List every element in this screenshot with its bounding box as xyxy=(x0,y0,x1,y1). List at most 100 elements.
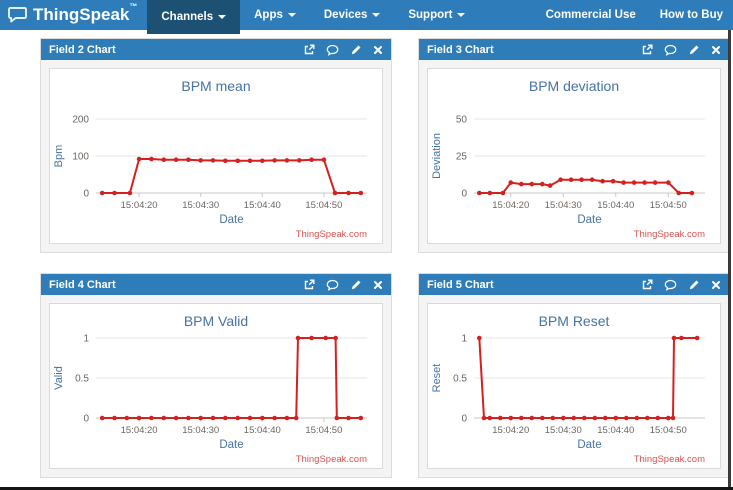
panel-field-4-chart: Field 4 Chart 0 0.5 1 15:04:20 15:04:30 15:04… xyxy=(40,273,392,478)
nav-item-label: Apps xyxy=(254,9,283,21)
field-3-chart-plot[interactable]: 0 25 50 15:04:20 15:04:30 15:04:40 15:04:50 BPM… xyxy=(428,69,720,243)
close-icon[interactable] xyxy=(373,280,383,290)
svg-text:0: 0 xyxy=(83,414,89,425)
panel-title: Field 5 Chart xyxy=(427,278,494,291)
edit-pencil-icon[interactable] xyxy=(350,44,362,56)
nav-item-apps[interactable]: Apps xyxy=(240,0,310,30)
chevron-down-icon xyxy=(372,13,381,21)
svg-text:15:04:40: 15:04:40 xyxy=(244,200,281,211)
panel-toolbar xyxy=(641,279,721,291)
speech-bubble-logo-icon xyxy=(7,6,28,24)
chart-container: 0 0.5 1 15:04:20 15:04:30 15:04:40 15:04:50 BPM… xyxy=(427,303,721,469)
comment-icon[interactable] xyxy=(664,279,677,291)
svg-text:BPM Reset: BPM Reset xyxy=(539,313,610,329)
panel-toolbar xyxy=(303,44,383,56)
edit-pencil-icon[interactable] xyxy=(688,279,700,291)
field-5-chart-plot[interactable]: 0 0.5 1 15:04:20 15:04:30 15:04:40 15:04:50 BPM… xyxy=(428,304,720,468)
chevron-down-icon xyxy=(287,13,296,21)
svg-text:15:04:40: 15:04:40 xyxy=(597,200,634,211)
svg-text:Deviation: Deviation xyxy=(431,133,443,179)
svg-text:1: 1 xyxy=(461,334,467,345)
top-navbar: ThingSpeak™ Channels Apps Devices Suppor… xyxy=(0,0,733,34)
popout-icon[interactable] xyxy=(641,279,653,291)
popout-icon[interactable] xyxy=(641,44,653,56)
svg-text:Date: Date xyxy=(577,214,601,226)
svg-text:Valid: Valid xyxy=(53,366,65,390)
svg-text:Reset: Reset xyxy=(431,364,443,393)
panel-field-3-chart: Field 3 Chart 0 25 50 15:04:20 15:04:30 15:04… xyxy=(418,38,730,253)
svg-text:ThingSpeak.com: ThingSpeak.com xyxy=(296,454,367,465)
nav-item-commercial-use[interactable]: Commercial Use xyxy=(546,9,636,21)
nav-item-channels[interactable]: Channels xyxy=(147,0,241,34)
chart-container: 0 0.5 1 15:04:20 15:04:30 15:04:40 15:04:50 BPM… xyxy=(49,303,383,469)
edit-pencil-icon[interactable] xyxy=(350,279,362,291)
chevron-down-icon xyxy=(218,15,227,23)
svg-text:15:04:40: 15:04:40 xyxy=(244,425,281,436)
nav-item-label: How to Buy xyxy=(659,9,723,21)
edit-pencil-icon[interactable] xyxy=(688,44,700,56)
panel-header: Field 3 Chart xyxy=(419,39,729,60)
svg-text:50: 50 xyxy=(456,115,468,126)
svg-text:BPM Valid: BPM Valid xyxy=(184,313,248,329)
nav-item-how-to-buy[interactable]: How to Buy xyxy=(660,9,723,21)
popout-icon[interactable] xyxy=(303,279,315,291)
svg-text:ThingSpeak.com: ThingSpeak.com xyxy=(634,229,705,240)
comment-icon[interactable] xyxy=(326,279,339,291)
svg-text:100: 100 xyxy=(72,152,89,163)
popout-icon[interactable] xyxy=(303,44,315,56)
svg-text:0.5: 0.5 xyxy=(453,374,467,385)
panel-title: Field 2 Chart xyxy=(49,43,116,56)
svg-text:ThingSpeak.com: ThingSpeak.com xyxy=(296,229,367,240)
svg-text:25: 25 xyxy=(456,152,468,163)
panel-toolbar xyxy=(303,279,383,291)
panel-field-5-chart: Field 5 Chart 0 0.5 1 15:04:20 15:04:30 15:04… xyxy=(418,273,730,478)
panel-header: Field 2 Chart xyxy=(41,39,391,60)
nav-item-label: Channels xyxy=(161,11,214,23)
svg-text:Date: Date xyxy=(219,439,243,451)
chevron-down-icon xyxy=(457,13,466,21)
svg-text:15:04:30: 15:04:30 xyxy=(182,425,219,436)
nav-item-label: Commercial Use xyxy=(545,9,636,21)
svg-text:BPM deviation: BPM deviation xyxy=(529,78,619,94)
logo-trademark: ™ xyxy=(129,1,138,11)
logo-text: ThingSpeak xyxy=(33,5,130,24)
svg-text:15:04:20: 15:04:20 xyxy=(492,425,529,436)
comment-icon[interactable] xyxy=(326,44,339,56)
secondary-nav: Commercial Use How to Buy xyxy=(546,0,733,30)
nav-item-label: Support xyxy=(408,9,453,21)
window-edge-right xyxy=(728,30,731,490)
svg-text:0.5: 0.5 xyxy=(75,374,89,385)
svg-text:15:04:30: 15:04:30 xyxy=(545,200,582,211)
close-icon[interactable] xyxy=(373,45,383,55)
svg-text:15:04:20: 15:04:20 xyxy=(121,425,158,436)
svg-text:15:04:40: 15:04:40 xyxy=(597,425,634,436)
close-icon[interactable] xyxy=(711,280,721,290)
svg-text:15:04:20: 15:04:20 xyxy=(492,200,529,211)
svg-text:15:04:50: 15:04:50 xyxy=(305,200,342,211)
nav-item-devices[interactable]: Devices xyxy=(310,0,394,30)
field-4-chart-plot[interactable]: 0 0.5 1 15:04:20 15:04:30 15:04:40 15:04:50 BPM… xyxy=(50,304,382,468)
svg-text:Date: Date xyxy=(219,214,243,226)
window-edge-bottom xyxy=(0,487,733,490)
svg-text:BPM mean: BPM mean xyxy=(181,78,250,94)
dashboard-grid: Field 2 Chart 0 100 200 15:04:20 15:04:30 15:… xyxy=(0,30,733,478)
panel-header: Field 5 Chart xyxy=(419,274,729,295)
panel-title: Field 3 Chart xyxy=(427,43,494,56)
svg-text:1: 1 xyxy=(83,334,89,345)
svg-text:ThingSpeak.com: ThingSpeak.com xyxy=(634,454,705,465)
chart-container: 0 100 200 15:04:20 15:04:30 15:04:40 15:04:50 B… xyxy=(49,68,383,244)
svg-text:15:04:30: 15:04:30 xyxy=(545,425,582,436)
svg-text:Date: Date xyxy=(577,439,601,451)
comment-icon[interactable] xyxy=(664,44,677,56)
svg-text:Bpm: Bpm xyxy=(53,145,65,168)
nav-item-label: Devices xyxy=(323,9,368,21)
svg-text:15:04:50: 15:04:50 xyxy=(650,425,687,436)
field-2-chart-plot[interactable]: 0 100 200 15:04:20 15:04:30 15:04:40 15:04:50 B… xyxy=(50,69,382,243)
nav-item-support[interactable]: Support xyxy=(394,0,479,30)
close-icon[interactable] xyxy=(711,45,721,55)
svg-text:15:04:30: 15:04:30 xyxy=(182,200,219,211)
thingspeak-logo[interactable]: ThingSpeak™ xyxy=(0,0,147,30)
panel-header: Field 4 Chart xyxy=(41,274,391,295)
panel-field-2-chart: Field 2 Chart 0 100 200 15:04:20 15:04:30 15:… xyxy=(40,38,392,253)
panel-toolbar xyxy=(641,44,721,56)
